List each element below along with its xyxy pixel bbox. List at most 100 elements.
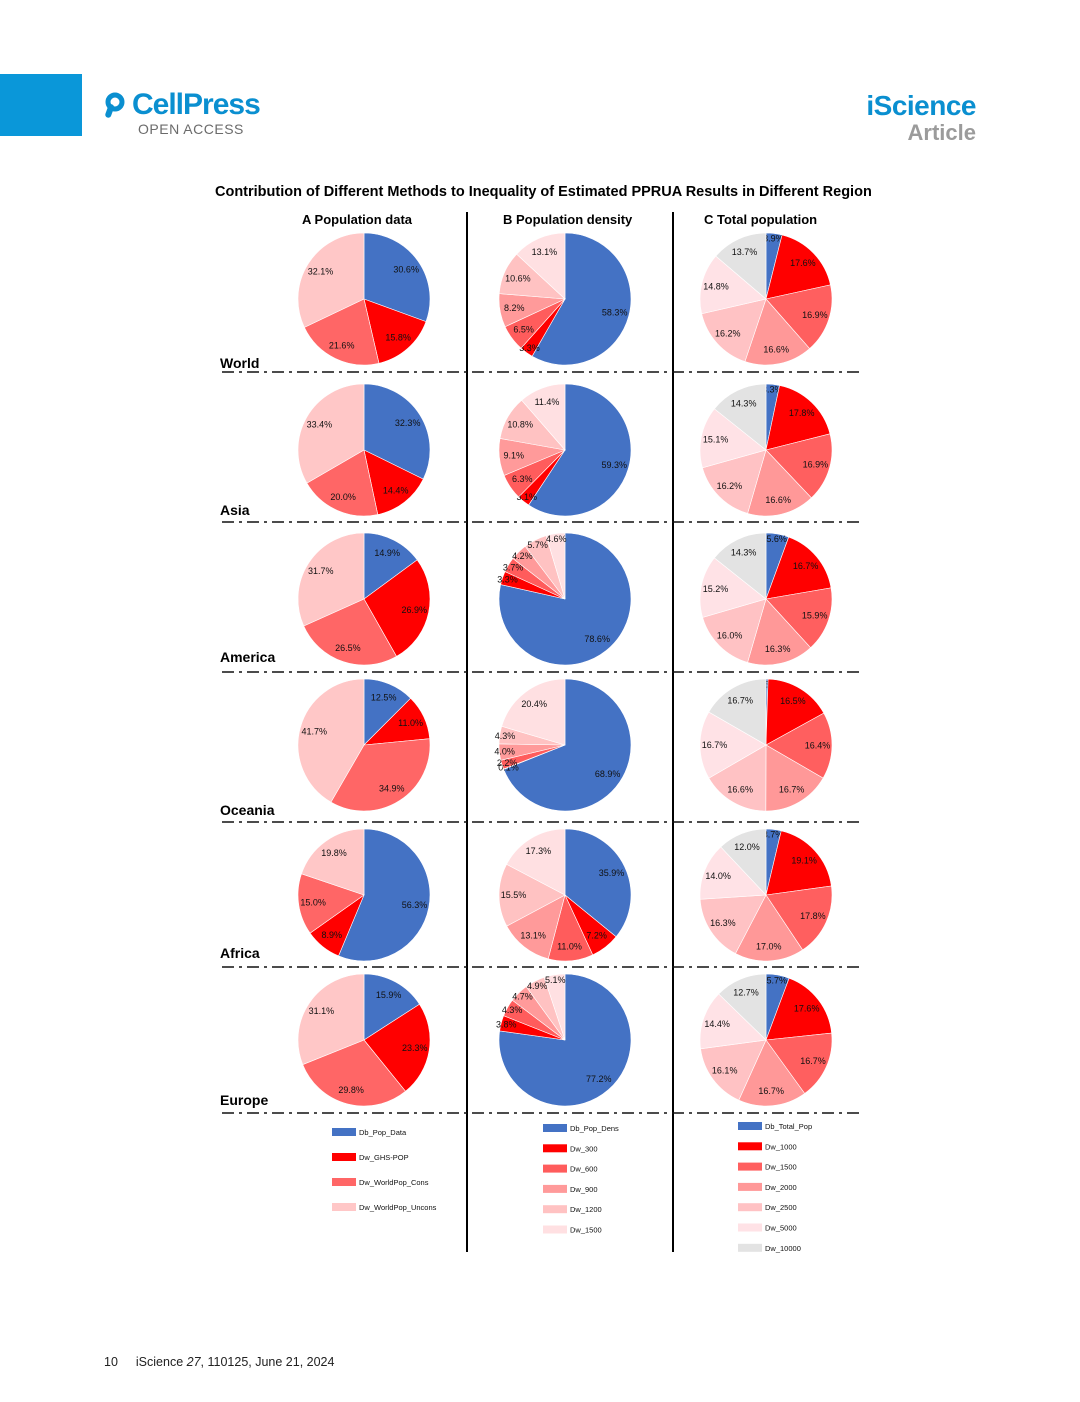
pie-slice-asia-dw-1000	[765, 385, 831, 451]
data-label-world-dw-worldpop-cons: 21.6%	[329, 340, 355, 350]
data-label-world-db-pop-data: 30.6%	[393, 265, 419, 275]
pie-slice-africa-dw-worldpop-cons	[297, 873, 365, 934]
pie-slice-africa-dw-1500	[506, 828, 566, 896]
data-label-africa-dw-300: 7.2%	[586, 931, 607, 941]
data-label-world-dw-ghs-pop: 15.8%	[385, 333, 411, 343]
data-label-oceania-dw-worldpop-cons: 34.9%	[379, 783, 405, 793]
cellpress-logo-icon	[105, 92, 125, 118]
panel-header-a: A Population data	[302, 212, 413, 227]
legend-swatch-dw-2500	[738, 1203, 762, 1212]
legend-label-dw-worldpop-uncons: Dw_WorldPop_Uncons	[359, 1203, 437, 1212]
page-footer: 10 iScience 27, 110125, June 21, 2024	[104, 1355, 334, 1369]
pie-slice-oceania-dw-1500	[501, 678, 566, 746]
data-label-world-dw-2000: 16.6%	[763, 345, 789, 355]
pie-slice-africa-dw-900	[506, 894, 566, 960]
pie-slice-oceania-dw-1000	[765, 678, 825, 746]
data-label-africa-db-pop-dens: 35.9%	[599, 868, 625, 878]
legend-label-dw-ghs-pop: Dw_GHS-POP	[359, 1153, 409, 1162]
data-label-world-dw-10000: 13.7%	[732, 247, 758, 257]
data-label-oceania-dw-1200: 4.3%	[495, 731, 516, 741]
data-label-africa-dw-worldpop-cons: 15.0%	[300, 897, 326, 907]
journal-name: iScience	[866, 90, 976, 121]
pie-slice-oceania-dw-2500	[708, 744, 767, 812]
data-label-asia-dw-300: 3.1%	[516, 492, 537, 502]
legend-swatch-dw-1500	[738, 1162, 762, 1171]
data-label-africa-dw-10000: 12.0%	[734, 842, 760, 852]
pie-slice-africa-dw-2000	[735, 894, 804, 962]
pie-slice-america-dw-10000	[713, 532, 767, 600]
data-label-africa-dw-1500: 17.3%	[526, 846, 552, 856]
data-label-america-dw-1000: 16.7%	[793, 561, 819, 571]
data-label-europe-dw-worldpop-uncons: 31.1%	[309, 1006, 335, 1016]
data-label-europe-dw-600: 4.3%	[502, 1005, 523, 1015]
pie-slice-asia-db-pop-dens	[528, 383, 632, 517]
data-label-oceania-dw-10000: 16.7%	[727, 695, 753, 705]
data-label-asia-dw-1500: 16.9%	[803, 459, 829, 469]
pie-slice-europe-db-pop-data	[363, 973, 420, 1041]
pie-slice-africa-dw-1500	[765, 885, 833, 951]
pie-slice-america-db-pop-dens	[498, 532, 632, 666]
legend-swatch-dw-worldpop-uncons	[332, 1203, 356, 1211]
data-label-asia-dw-600: 6.3%	[512, 474, 533, 484]
data-label-america-dw-worldpop-cons: 26.5%	[335, 643, 361, 653]
legend-label-dw-600: Dw_600	[570, 1165, 598, 1174]
data-label-africa-dw-1000: 19.1%	[791, 855, 817, 865]
data-label-africa-dw-900: 13.1%	[520, 930, 546, 940]
pie-slice-world-dw-2500	[701, 298, 767, 362]
pie-slice-oceania-dw-1500	[765, 712, 833, 779]
data-label-africa-dw-1500: 17.8%	[800, 911, 826, 921]
pie-slice-oceania-dw-10000	[708, 678, 767, 746]
pie-slice-africa-dw-1000	[765, 830, 832, 896]
citation-prefix: iScience	[135, 1355, 187, 1369]
data-label-asia-dw-900: 9.1%	[504, 451, 525, 461]
legend-label-dw-1000: Dw_1000	[765, 1142, 797, 1151]
pie-slice-america-dw-worldpop-uncons	[297, 532, 365, 627]
data-label-asia-dw-1500: 11.4%	[535, 397, 560, 407]
data-label-asia-dw-10000: 14.3%	[731, 399, 757, 409]
legend-label-dw-2500: Dw_2500	[765, 1203, 797, 1212]
pie-slice-oceania-dw-worldpop-uncons	[297, 678, 365, 803]
legend-label-dw-1500: Dw_1500	[570, 1226, 602, 1235]
pie-slice-asia-dw-worldpop-cons	[306, 449, 379, 517]
data-label-america-dw-600: 3.7%	[503, 563, 524, 573]
pie-slice-america-dw-2000	[747, 598, 811, 666]
data-label-europe-dw-worldpop-cons: 29.8%	[338, 1085, 364, 1095]
data-label-oceania-dw-1500: 20.4%	[521, 699, 547, 709]
legend-swatch-dw-worldpop-cons	[332, 1178, 356, 1186]
figure-title: Contribution of Different Methods to Ine…	[215, 184, 872, 200]
pie-slice-europe-dw-1000	[765, 977, 832, 1041]
data-label-america-dw-1200: 5.7%	[527, 540, 548, 550]
pie-slice-world-db-pop-dens	[531, 232, 632, 366]
pie-slice-europe-dw-10000	[718, 973, 767, 1041]
data-label-asia-db-total-pop: 3.3%	[762, 385, 783, 395]
legend-swatch-dw-900	[543, 1184, 567, 1193]
legend-swatch-dw-5000	[738, 1223, 762, 1232]
legend-swatch-dw-ghs-pop	[332, 1153, 356, 1161]
legend-label-db-pop-dens: Db_Pop_Dens	[570, 1124, 619, 1133]
pie-slice-asia-dw-2500	[702, 449, 767, 514]
legend-label-dw-worldpop-cons: Dw_WorldPop_Cons	[359, 1178, 429, 1187]
pie-slice-world-dw-1500	[516, 232, 566, 300]
data-label-africa-dw-5000: 14.0%	[705, 871, 731, 881]
pie-slice-europe-dw-1500	[543, 973, 566, 1041]
data-label-oceania-dw-worldpop-uncons: 41.7%	[302, 727, 328, 737]
legend-swatch-db-pop-dens	[543, 1124, 567, 1132]
region-label-world: World	[220, 355, 259, 371]
pie-slice-asia-dw-worldpop-uncons	[297, 383, 365, 484]
data-label-europe-db-total-pop: 5.7%	[767, 975, 788, 985]
data-label-world-dw-900: 8.2%	[504, 303, 525, 313]
region-label-america: America	[220, 649, 275, 665]
pie-slice-america-dw-worldpop-cons	[303, 598, 397, 666]
pie-slice-world-dw-worldpop-cons	[304, 298, 380, 366]
data-label-europe-dw-ghs-pop: 23.3%	[402, 1043, 428, 1053]
data-label-europe-dw-1000: 17.6%	[794, 1004, 820, 1014]
legend-label-db-pop-data: Db_Pop_Data	[359, 1128, 407, 1137]
data-label-america-db-pop-data: 14.9%	[374, 548, 400, 558]
data-label-world-dw-5000: 14.8%	[703, 282, 729, 292]
data-label-world-dw-1000: 17.6%	[790, 258, 816, 268]
legend-label-dw-10000: Dw_10000	[765, 1244, 801, 1253]
pie-slice-asia-dw-5000	[699, 408, 767, 469]
data-label-america-dw-1500: 15.9%	[802, 611, 828, 621]
legend-swatch-db-pop-data	[332, 1128, 356, 1136]
